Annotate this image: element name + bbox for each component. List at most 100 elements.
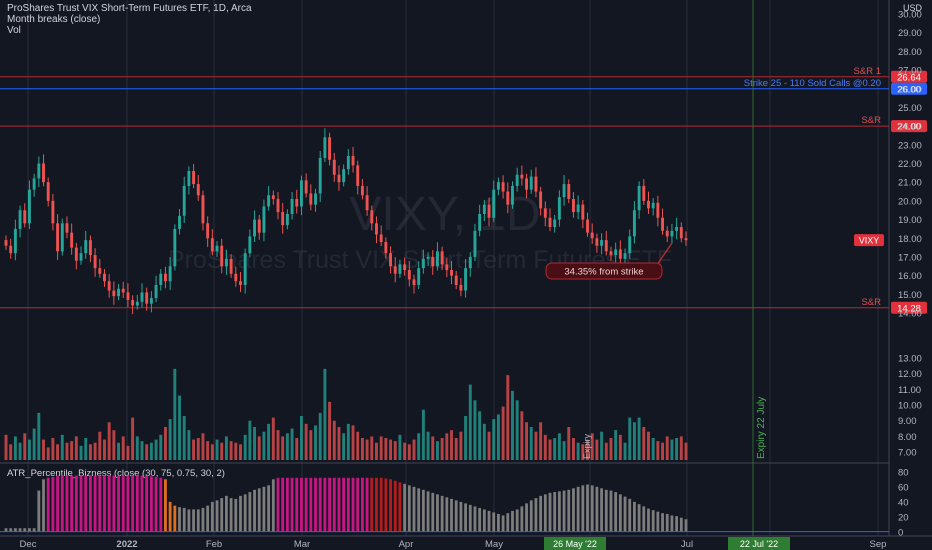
candle-body (290, 199, 294, 214)
volume-bar (384, 438, 388, 460)
volume-bar (412, 439, 416, 460)
candle-body (445, 264, 449, 271)
volume-bar (224, 436, 228, 460)
atr-bar (4, 528, 8, 532)
candle-body (27, 189, 31, 224)
volume-bar (239, 444, 242, 460)
volume-bar (501, 406, 505, 460)
candle-body (192, 170, 196, 185)
candle-body (159, 273, 163, 285)
candle-body (435, 251, 439, 267)
volume-bar (421, 409, 425, 460)
atr-bar (117, 475, 120, 532)
volume-bar (586, 439, 589, 460)
candle-body (121, 288, 125, 293)
atr-tick-label: 80 (898, 467, 909, 478)
volume-bar (103, 439, 106, 460)
candle-body (281, 212, 285, 226)
candle-body (600, 240, 604, 246)
volume-bar (632, 422, 636, 460)
atr-bar (665, 513, 669, 532)
volume-tick-label: 12.00 (898, 369, 922, 380)
atr-bar (93, 475, 97, 532)
atr-bar (525, 503, 528, 532)
candle-body (623, 253, 627, 259)
candle-body (632, 210, 636, 237)
candle-body (426, 256, 430, 259)
candle-body (389, 253, 393, 267)
atr-bar (464, 503, 467, 532)
atr-bar (459, 501, 463, 532)
atr-bar (323, 477, 327, 532)
atr-histogram: ATR_Percentile_Bizness (close (30, 75, 0… (0, 468, 889, 533)
atr-bar (187, 509, 191, 532)
level-price-label: 26.64 (897, 72, 921, 83)
atr-bar (65, 475, 69, 532)
volume-bar (520, 411, 524, 460)
volume-bar (248, 420, 252, 460)
atr-bar (684, 519, 688, 532)
atr-bar (497, 513, 500, 532)
candle-body (412, 279, 416, 285)
volume-bar (332, 420, 336, 460)
price-tick-label: 19.00 (898, 215, 922, 226)
candle-body (590, 232, 594, 239)
atr-bar (103, 475, 106, 532)
atr-bar (384, 478, 388, 532)
atr-bar (553, 492, 557, 532)
atr-bar (220, 498, 224, 532)
atr-bar (196, 509, 200, 532)
candle-body (112, 290, 116, 297)
atr-bar (543, 494, 547, 532)
candle-body (4, 240, 8, 246)
candle-body (187, 170, 191, 186)
volume-bar (553, 438, 557, 460)
atr-bar (370, 477, 374, 532)
atr-bar (276, 477, 280, 532)
volume-bar (403, 442, 407, 460)
volume-bar (562, 441, 566, 460)
atr-bar (670, 515, 674, 532)
volume-tick-label: 11.00 (898, 385, 921, 396)
candle-body (679, 227, 683, 239)
candle-body (440, 251, 444, 265)
volume-bar (478, 411, 482, 460)
atr-bar (60, 475, 64, 532)
candle-body (651, 202, 655, 209)
atr-bar (9, 528, 13, 532)
candle-body (46, 182, 50, 201)
volume-bar (262, 431, 266, 460)
candle-body (370, 210, 374, 224)
volume-bar (539, 422, 543, 460)
volume-bar (323, 368, 327, 460)
volume-bar (163, 427, 167, 460)
volume-bar (529, 427, 533, 460)
atr-bar (515, 509, 519, 532)
volume-bar (121, 436, 125, 460)
atr-bar (239, 495, 242, 532)
expiry-date-label: Expiry 22 July (756, 397, 767, 459)
volume-tick-label: 8.00 (898, 432, 917, 443)
candle-body (614, 249, 618, 256)
volume-bar (614, 430, 618, 460)
atr-tick-label: 40 (898, 497, 909, 508)
atr-bar (618, 494, 622, 532)
candle-body (464, 268, 468, 291)
volume-bar (454, 438, 458, 460)
price-tick-label: 15.00 (898, 290, 922, 301)
atr-bar (557, 491, 561, 532)
level-price-label: 26.00 (897, 84, 921, 95)
volume-bar (581, 444, 585, 460)
volume-bar (515, 400, 519, 460)
candle-body (482, 204, 486, 214)
vertical-labels: Expiry Expiry 22 July (582, 0, 767, 536)
candle-body (74, 247, 78, 261)
volume-bar (445, 433, 449, 460)
volume-bar (595, 439, 599, 460)
atr-bar (328, 477, 331, 532)
date-marker-label: 22 Jul '22 (740, 539, 778, 549)
candle-body (93, 255, 97, 269)
atr-bar (51, 477, 55, 532)
volume-bar (56, 444, 60, 460)
